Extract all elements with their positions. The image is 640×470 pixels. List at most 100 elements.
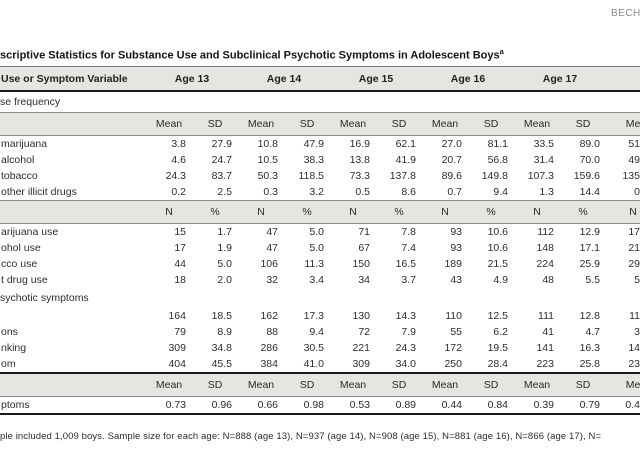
value-cell: 137.8 bbox=[389, 170, 416, 182]
value-cell: 110 bbox=[445, 310, 462, 322]
band-cell: Mean bbox=[330, 372, 376, 397]
section-row: se frequency bbox=[0, 91, 640, 113]
value-cell: 189 bbox=[444, 258, 462, 270]
value-cell: 250 bbox=[444, 358, 462, 370]
value-cell: 41.0 bbox=[303, 358, 324, 370]
value-cell: 164 bbox=[168, 310, 186, 322]
value-cell: 4.6 bbox=[171, 154, 186, 166]
value-cell: 0.79 bbox=[560, 396, 606, 415]
band-cell: Me bbox=[606, 112, 640, 136]
value-cell: 25.9 bbox=[579, 258, 600, 270]
value-cell: 41.9 bbox=[395, 154, 416, 166]
value-cell: 20.7 bbox=[441, 154, 462, 166]
value-cell: 17 bbox=[628, 226, 640, 238]
value-cell: 14.4 bbox=[579, 186, 600, 198]
band-cell: Mean bbox=[330, 112, 376, 136]
band-cell: % bbox=[560, 200, 606, 224]
band-row: N% N% N% N% N% N bbox=[0, 200, 640, 224]
band-cell: Mean bbox=[422, 112, 468, 136]
value-cell: 3 bbox=[634, 326, 640, 338]
value-cell: 7.8 bbox=[401, 226, 416, 238]
value-cell: 286 bbox=[260, 342, 278, 354]
band-spacer bbox=[0, 372, 146, 397]
value-cell: 7.4 bbox=[401, 242, 416, 254]
value-cell: 309 bbox=[352, 358, 370, 370]
value-cell: 10.5 bbox=[257, 154, 278, 166]
age-column-header: Age 17 bbox=[514, 66, 606, 92]
band-cell: N bbox=[146, 200, 192, 224]
value-cell: 135 bbox=[622, 170, 640, 182]
band-spacer bbox=[0, 200, 146, 224]
value-cell: 1.3 bbox=[539, 186, 554, 198]
value-cell: 14.3 bbox=[395, 310, 416, 322]
value-cell: 159.6 bbox=[573, 170, 600, 182]
band-cell: N bbox=[330, 200, 376, 224]
table-header-row: Use or Symptom Variable Age 13 Age 14 Age 1… bbox=[0, 66, 640, 92]
row-label: arijuana use bbox=[1, 226, 59, 238]
value-cell: 81.1 bbox=[487, 138, 508, 150]
value-cell: 17.3 bbox=[303, 310, 324, 322]
table-row: ons 79 8.9 88 9.4 72 7.9 55 6.2 41 4.7 3 bbox=[0, 324, 640, 340]
value-cell: 16.5 bbox=[395, 258, 416, 270]
value-cell: 34.0 bbox=[395, 358, 416, 370]
value-cell: 0.66 bbox=[238, 396, 284, 415]
value-cell: 38.3 bbox=[303, 154, 324, 166]
value-cell: 5.0 bbox=[309, 242, 324, 254]
section-row: sychotic symptoms bbox=[0, 288, 640, 308]
band-spacer bbox=[0, 112, 146, 136]
value-cell: 4.9 bbox=[493, 274, 508, 286]
band-cell: SD bbox=[192, 372, 238, 397]
table-row: cco use 44 5.0 106 11.3 150 16.5 189 21.5 224 25.9… bbox=[0, 256, 640, 272]
value-cell: 8.9 bbox=[217, 326, 232, 338]
value-cell: 70.0 bbox=[579, 154, 600, 166]
value-cell: 0 bbox=[634, 186, 640, 198]
value-cell: 162 bbox=[260, 310, 278, 322]
value-cell: 107.3 bbox=[527, 170, 554, 182]
value-cell: 47 bbox=[266, 226, 278, 238]
value-cell: 309 bbox=[168, 342, 186, 354]
table-row: marijuana 3.8 27.9 10.8 47.9 16.9 62.1 27.0 81.1… bbox=[0, 136, 640, 153]
value-cell: 9.4 bbox=[493, 186, 508, 198]
value-cell: 47.9 bbox=[303, 138, 324, 150]
value-cell: 33.5 bbox=[533, 138, 554, 150]
value-cell: 29 bbox=[628, 258, 640, 270]
band-cell: SD bbox=[560, 112, 606, 136]
table-title-text: scriptive Statistics for Substance Use a… bbox=[0, 49, 500, 62]
value-cell: 55 bbox=[450, 326, 462, 338]
value-cell: 0.5 bbox=[355, 186, 370, 198]
value-cell: 1.7 bbox=[217, 226, 232, 238]
value-cell: 10.6 bbox=[487, 242, 508, 254]
value-cell: 93 bbox=[450, 242, 462, 254]
band-row: Mean SD Mean SD Mean SD Mean SD Mean SD Me bbox=[0, 112, 640, 136]
band-cell: SD bbox=[376, 372, 422, 397]
value-cell: 12.8 bbox=[579, 310, 600, 322]
value-cell: 50.3 bbox=[257, 170, 278, 182]
table-row: om 404 45.5 384 41.0 309 34.0 250 28.4 223 25.8 23 bbox=[0, 356, 640, 373]
value-cell: 34 bbox=[358, 274, 370, 286]
age-column-header: Age 13 bbox=[146, 66, 238, 92]
row-label: ons bbox=[1, 326, 18, 338]
value-cell: 150 bbox=[352, 258, 370, 270]
row-label: om bbox=[1, 358, 16, 370]
value-cell: 51 bbox=[628, 138, 640, 150]
value-cell: 404 bbox=[168, 358, 186, 370]
row-label: ptoms bbox=[0, 396, 146, 415]
band-cell: Mean bbox=[422, 372, 468, 397]
value-cell: 6.2 bbox=[493, 326, 508, 338]
value-cell: 79 bbox=[174, 326, 186, 338]
value-cell: 24.7 bbox=[211, 154, 232, 166]
running-head: BECH bbox=[611, 8, 640, 19]
value-cell: 112 bbox=[537, 226, 554, 238]
band-cell: % bbox=[468, 200, 514, 224]
value-cell: 19.5 bbox=[487, 342, 508, 354]
band-row: Mean SD Mean SD Mean SD Mean SD Mean SD Me bbox=[0, 372, 640, 397]
value-cell: 31.4 bbox=[533, 154, 554, 166]
table-title: scriptive Statistics for Substance Use a… bbox=[0, 47, 504, 62]
value-cell: 21.5 bbox=[487, 258, 508, 270]
band-cell: N bbox=[606, 200, 640, 224]
value-cell: 1.9 bbox=[217, 242, 232, 254]
value-cell: 48 bbox=[542, 274, 554, 286]
row-label: alcohol bbox=[1, 154, 35, 166]
age-column-header: Age 16 bbox=[422, 66, 514, 92]
value-cell: 67 bbox=[358, 242, 370, 254]
